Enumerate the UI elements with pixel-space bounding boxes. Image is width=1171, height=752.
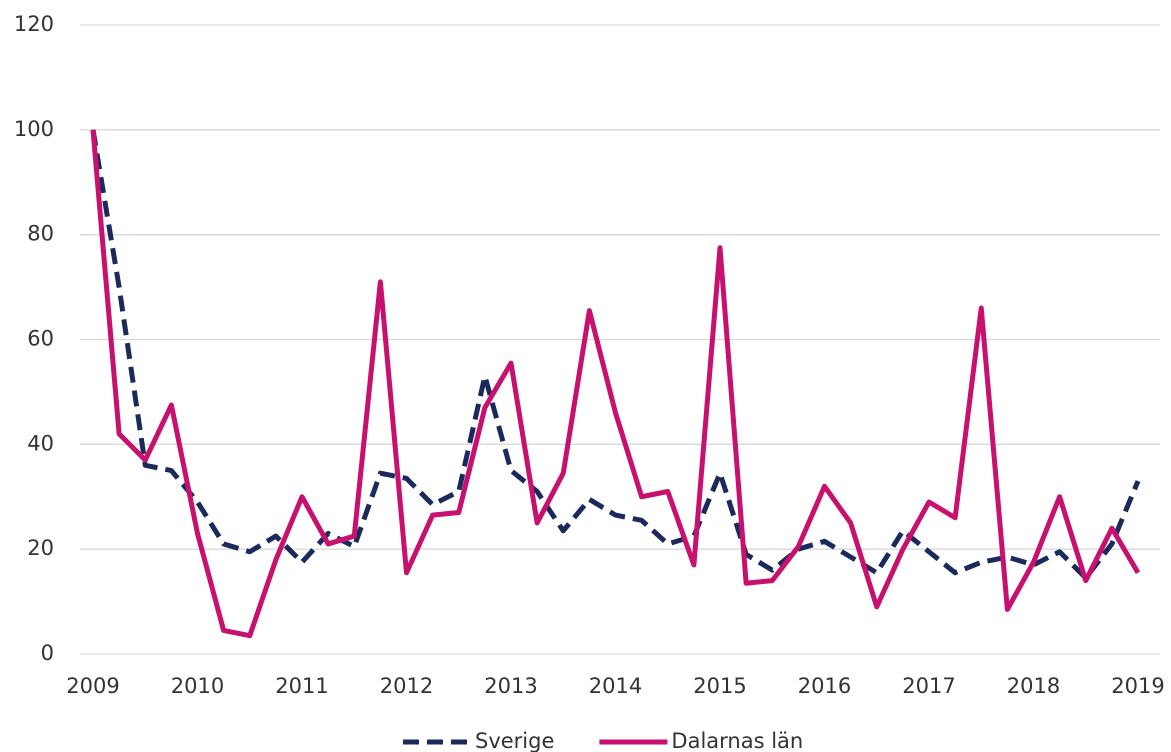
x-tick-label: 2012 — [380, 674, 433, 698]
y-tick-label: 20 — [27, 536, 54, 560]
x-tick-label: 2019 — [1111, 674, 1164, 698]
x-tick-label: 2016 — [798, 674, 851, 698]
line-series — [90, 129, 1141, 639]
y-tick-label: 80 — [27, 222, 54, 246]
y-tick-label: 40 — [27, 431, 54, 455]
line-series — [90, 129, 1141, 581]
x-tick-label: 2011 — [275, 674, 328, 698]
y-tick-label: 60 — [27, 327, 54, 351]
legend-label: Dalarnas län — [671, 729, 803, 752]
legend-label: Sverige — [475, 729, 554, 752]
y-tick-label: 0 — [41, 641, 54, 665]
x-tick-label: 2014 — [589, 674, 642, 698]
x-tick-label: 2010 — [171, 674, 224, 698]
x-tick-label: 2017 — [902, 674, 955, 698]
x-tick-label: 2013 — [484, 674, 537, 698]
y-tick-label: 120 — [14, 12, 54, 36]
y-tick-label: 100 — [14, 117, 54, 141]
x-tick-label: 2015 — [693, 674, 746, 698]
x-tick-label: 2009 — [66, 674, 119, 698]
x-tick-label: 2018 — [1007, 674, 1060, 698]
